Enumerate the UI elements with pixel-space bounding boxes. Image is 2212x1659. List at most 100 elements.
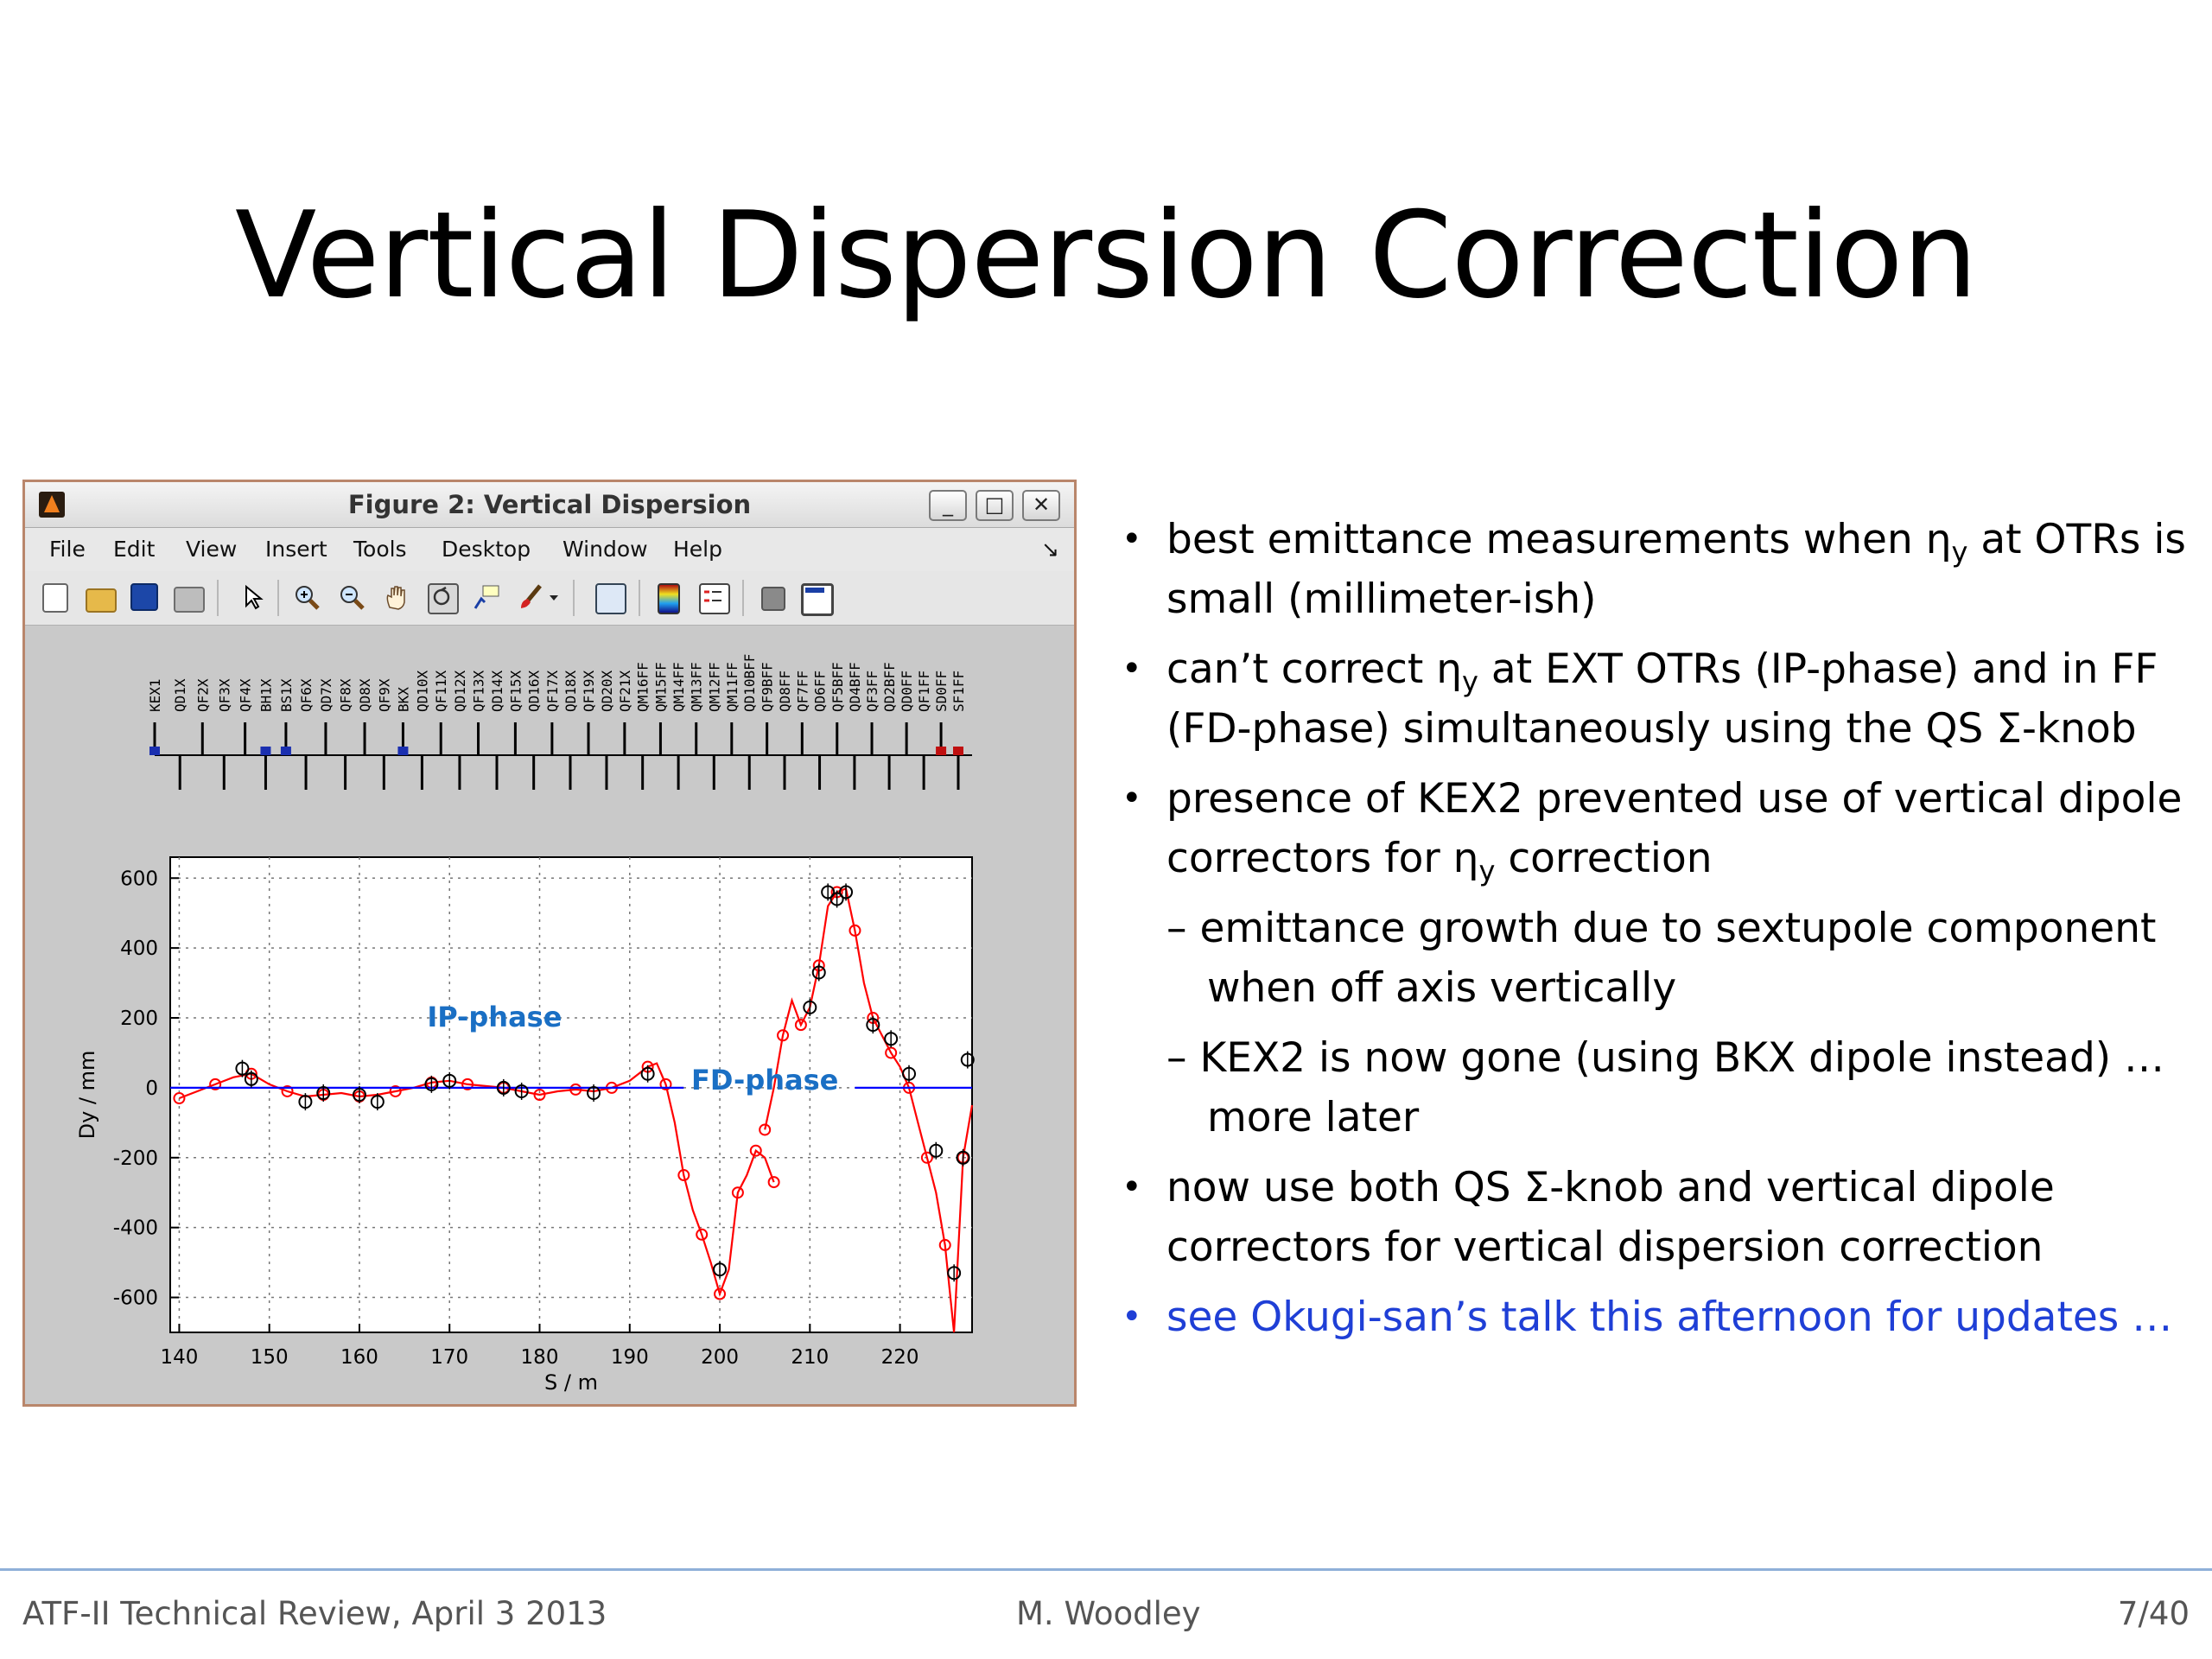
pan-hand-icon[interactable]	[383, 583, 410, 611]
brush-dropdown-icon[interactable]	[547, 583, 561, 611]
measured-points	[235, 883, 975, 1282]
series-point	[173, 1092, 186, 1105]
magnet-label: QD2BFF	[881, 662, 898, 712]
okugi-talk-link[interactable]: see Okugi-san’s talk this afternoon for …	[1166, 1294, 2173, 1341]
magnet-label: QF1FF	[916, 671, 932, 712]
plot-axes	[169, 856, 973, 1333]
annotation-0: IP-phase	[427, 1001, 562, 1033]
bullet-4: now use both QS Σ-knob and vertical dipo…	[1166, 1164, 2055, 1211]
bullet-3: presence of KEX2 prevented use of vertic…	[1166, 775, 2183, 823]
close-button[interactable]: ✕	[1022, 490, 1060, 521]
series-point	[777, 1029, 790, 1042]
dipole-marker	[953, 747, 963, 755]
magnet-label: QF3X	[216, 678, 232, 712]
bullet-2-cont: (FD-phase) simultaneously using the QS Σ…	[1166, 705, 2137, 753]
annotation-1: FD-phase	[691, 1064, 838, 1096]
magnet-label: QF9X	[376, 678, 392, 712]
menu-window[interactable]: Window	[563, 537, 648, 562]
magnet-label: BH1X	[257, 678, 274, 712]
y-tick-label: 600	[120, 868, 158, 890]
phase-annotations: IP-phase FD-phase	[427, 1001, 838, 1096]
magnet-label: QD18X	[563, 670, 579, 712]
window-titlebar[interactable]: Figure 2: Vertical Dispersion _ □ ✕	[25, 482, 1074, 528]
menu-insert[interactable]: Insert	[265, 537, 327, 562]
x-tick-label: 140	[160, 1346, 198, 1369]
menu-dock-arrow-icon[interactable]: ↘	[1041, 537, 1059, 562]
bullet-1-cont: small (millimeter-ish)	[1166, 575, 1597, 623]
brush-icon[interactable]	[518, 583, 545, 611]
series-point	[920, 1151, 933, 1164]
save-icon[interactable]	[130, 583, 158, 611]
open-file-icon[interactable]	[86, 588, 117, 613]
slide-title: Vertical Dispersion Correction	[234, 186, 1978, 325]
menu-bar: File Edit View Insert Tools Desktop Wind…	[25, 528, 1074, 571]
series-point	[938, 1238, 951, 1251]
page-number: 7/40	[2117, 1595, 2190, 1632]
matlab-figure-window: Figure 2: Vertical Dispersion _ □ ✕ File…	[22, 480, 1077, 1407]
dipole-marker	[397, 747, 409, 755]
show-plot-tools-icon[interactable]	[801, 583, 834, 616]
figure-toolbar	[25, 571, 1074, 626]
magnet-label: QD6FF	[812, 671, 829, 712]
bullet-2: can’t correct ηy at EXT OTRs (IP-phase) …	[1166, 645, 2158, 698]
menu-desktop[interactable]: Desktop	[442, 537, 531, 562]
menu-tools[interactable]: Tools	[353, 537, 407, 562]
x-tick-label: 220	[881, 1346, 919, 1369]
magnet-label: QD7X	[318, 678, 334, 712]
magnet-label: QF2X	[194, 678, 211, 712]
menu-view[interactable]: View	[186, 537, 238, 562]
y-tick-label: -600	[113, 1287, 158, 1310]
magnet-label: QM15FF	[652, 662, 669, 712]
link-plot-icon[interactable]	[595, 583, 626, 614]
colorbar-icon[interactable]	[658, 583, 680, 614]
magnet-label: QD0FF	[899, 671, 915, 712]
magnet-lattice-schematic: KEX1 QD1X QF2X QF3X QF4X BH1X BS1X QF6X QD7X QF8X…	[147, 654, 972, 790]
x-tick-label: 180	[521, 1346, 559, 1369]
data-cursor-icon[interactable]	[473, 583, 500, 611]
magnet-label: QD12X	[452, 670, 468, 712]
x-tick-label: 160	[340, 1346, 378, 1369]
magnet-label: QF15X	[507, 670, 524, 712]
magnet-label: QD14X	[489, 670, 505, 712]
series-point	[389, 1084, 402, 1097]
legend-icon[interactable]	[699, 583, 730, 614]
magnet-label: QM12FF	[706, 662, 722, 712]
maximize-button[interactable]: □	[976, 490, 1014, 521]
print-icon[interactable]	[174, 587, 205, 613]
magnet-label: QM14FF	[671, 662, 687, 712]
magnet-label: SF1FF	[950, 671, 967, 712]
sub-bullet-2: – KEX2 is now gone (using BKX dipole ins…	[1166, 1034, 2165, 1082]
series-point	[731, 1186, 744, 1199]
zoom-out-icon[interactable]	[338, 583, 365, 611]
new-figure-icon[interactable]	[42, 583, 68, 613]
minimize-button[interactable]: _	[929, 490, 967, 521]
zoom-in-icon[interactable]	[293, 583, 321, 611]
series-point	[794, 1019, 807, 1032]
series-line-0	[179, 1062, 775, 1298]
y-tick-label: -200	[113, 1147, 158, 1170]
bullet-3-cont: correctors for ηy correction	[1166, 835, 1713, 887]
series-point	[749, 1144, 762, 1157]
rotate-3d-icon[interactable]	[428, 583, 459, 614]
magnet-label: QD20X	[599, 670, 615, 712]
magnet-label: QD10BFF	[741, 654, 758, 712]
menu-file[interactable]: File	[49, 537, 86, 562]
menu-help[interactable]: Help	[673, 537, 722, 562]
magnet-label: QF21X	[617, 670, 633, 712]
magnet-label: QF9BFF	[760, 662, 776, 712]
magnet-label: QF3FF	[864, 671, 880, 712]
series-point	[696, 1228, 709, 1241]
magnet-label: QM11FF	[724, 662, 741, 712]
sub-bullet-1-cont: when off axis vertically	[1207, 964, 1677, 1012]
dispersion-plot[interactable]: KEX1 QD1X QF2X QF3X QF4X BH1X BS1X QF6X QD7X QF8X…	[25, 626, 1074, 1403]
magnet-label: QD8X	[357, 678, 373, 712]
magnet-label: SD0FF	[933, 671, 950, 712]
hide-plot-tools-icon[interactable]	[761, 587, 785, 611]
menu-edit[interactable]: Edit	[113, 537, 156, 562]
window-title: Figure 2: Vertical Dispersion	[347, 490, 752, 519]
series-point	[885, 1046, 898, 1059]
series-point	[209, 1077, 222, 1090]
edit-plot-arrow-icon[interactable]	[239, 583, 267, 611]
x-axis-label: S / m	[544, 1370, 598, 1395]
y-axis-ticks: 600 400 200 0 -200 -400 -600	[113, 868, 179, 1310]
